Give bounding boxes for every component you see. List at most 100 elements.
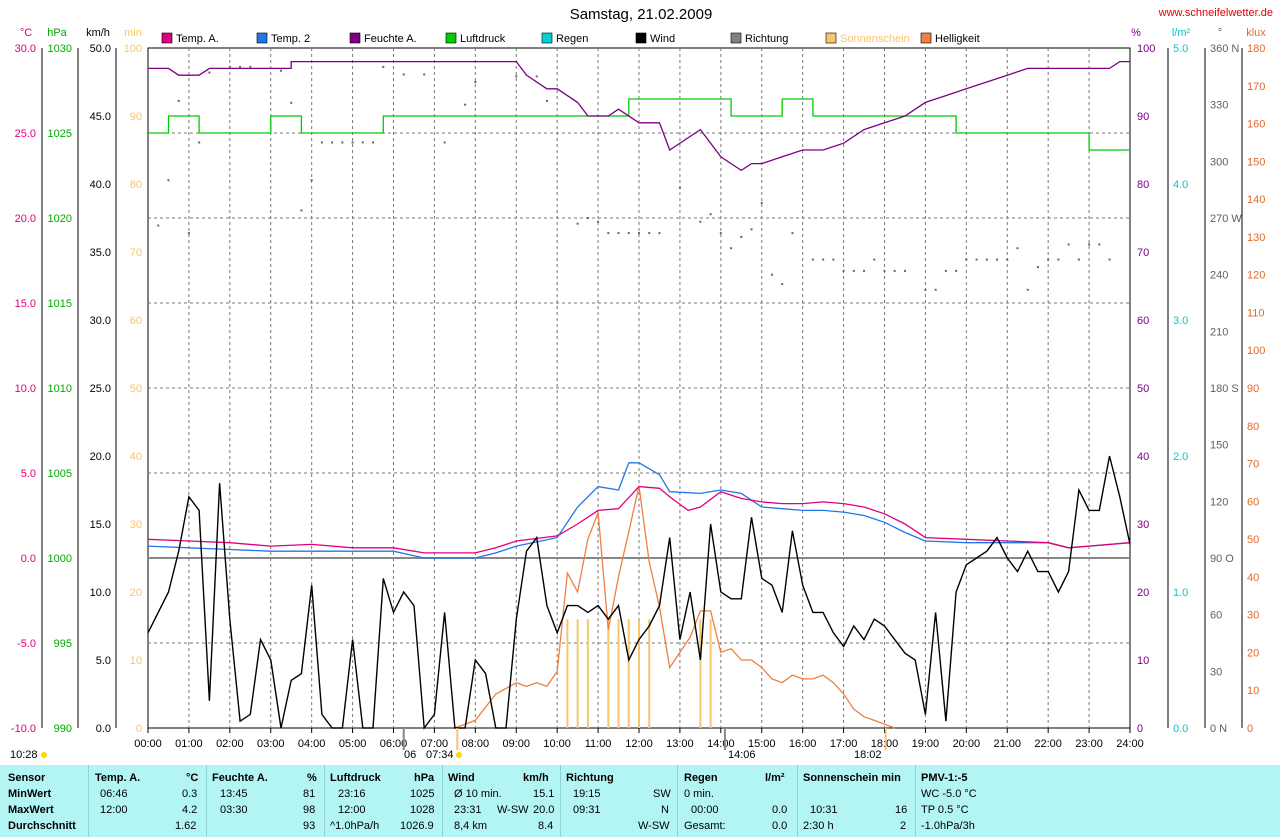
sunshine-max-time: 10:31: [810, 804, 838, 816]
pressure-min-value: 1025: [410, 788, 435, 800]
direction-dot: [1006, 258, 1009, 261]
pmv-pressure-trend: -1.0hPa/3h: [921, 820, 975, 832]
direction-dot: [832, 258, 835, 261]
pressure-max-value: 1028: [410, 804, 435, 816]
series-line-luftdruck: [148, 98, 1130, 151]
temp-axis-tick-label: 20.0: [15, 213, 36, 225]
direction-dot: [1088, 243, 1091, 246]
direction-dot: [1036, 266, 1039, 269]
legend-label-2: Feuchte A.: [364, 33, 417, 45]
pmv-dewpoint: TP 0.5 °C: [921, 804, 969, 816]
rain-axis-tick-label: 3.0: [1173, 315, 1188, 327]
wind-unit: km/h: [523, 772, 549, 784]
legend-swatch-1: [256, 32, 268, 44]
humidity-axis-tick-label: 0: [1137, 723, 1143, 735]
direction-dot: [965, 258, 968, 261]
direction-axis-tick-label: 180 S: [1210, 383, 1239, 395]
x-tick-label: 00:00: [134, 738, 162, 750]
direction-dot: [586, 217, 589, 219]
direction-header: Richtung: [566, 772, 614, 784]
lux-axis-tick-label: 170: [1247, 81, 1265, 93]
legend-swatch-8: [920, 32, 932, 44]
direction-dot: [187, 232, 190, 235]
direction-axis-tick-label: 360 N: [1210, 43, 1239, 55]
direction-dot: [1067, 243, 1070, 246]
humidity-axis-tick-label: 100: [1137, 43, 1155, 55]
sun-axis-tick-label: 80: [130, 179, 142, 191]
row-label-max: MaxWert: [8, 804, 54, 816]
direction-dot: [515, 75, 518, 78]
rain-axis-tick-label: 5.0: [1173, 43, 1188, 55]
direction-dot: [719, 232, 722, 235]
sunshine-count: 2: [900, 820, 907, 832]
direction-axis-tick-label: 120: [1210, 496, 1228, 508]
lux-axis-tick-label: 90: [1247, 383, 1259, 395]
direction-dot: [648, 232, 651, 235]
direction-dot: [883, 269, 886, 272]
sun-axis-tick-label: 70: [130, 247, 142, 259]
pressure-axis-tick-label: 990: [54, 723, 72, 735]
direction-dot: [607, 232, 610, 235]
lux-axis-tick-label: 150: [1247, 156, 1265, 168]
x-tick-label: 22:00: [1034, 738, 1062, 750]
legend-label-6: Richtung: [745, 33, 788, 45]
direction-dot: [310, 179, 313, 182]
x-tick-label: 23:00: [1075, 738, 1103, 750]
sensor-header: Sensor: [8, 772, 46, 784]
direction-average: W-SW: [638, 820, 670, 832]
direction-dot: [638, 232, 640, 235]
legend-label-3: Luftdruck: [460, 33, 506, 45]
direction-dot: [975, 258, 978, 261]
direction-dot: [1016, 247, 1019, 250]
lux-axis-tick-label: 50: [1247, 534, 1259, 546]
time-markers: 10:28 06 07:34 14:06 18:02: [10, 728, 887, 761]
legend-label-5: Wind: [650, 33, 675, 45]
wind-max-direction: W-SW: [497, 804, 529, 816]
direction-dot: [1047, 258, 1050, 261]
lux-axis-tick-label: 80: [1247, 421, 1259, 433]
x-tick-label: 12:00: [625, 738, 653, 750]
x-tick-label: 17:00: [830, 738, 858, 750]
row-label-min: MinWert: [8, 788, 52, 800]
website-label: www.schneifelwetter.de: [1158, 7, 1273, 19]
direction-dot: [944, 269, 947, 272]
direction-dot: [382, 65, 385, 68]
lux-axis-unit-label: klux: [1246, 27, 1266, 39]
sunset-label-a: 14:06: [728, 749, 756, 761]
sunshine-header: Sonnenschein min: [803, 772, 901, 784]
x-tick-label: 05:00: [339, 738, 367, 750]
temp-axis-tick-label: 30.0: [15, 43, 36, 55]
temp-axis-tick-label: -5.0: [17, 638, 36, 650]
grid: [147, 47, 1131, 729]
direction-dot: [770, 273, 773, 276]
wind-distance: 8,4 km: [454, 820, 488, 832]
pressure-axis-tick-label: 1030: [48, 43, 72, 55]
x-tick-label: 11:00: [585, 738, 612, 750]
direction-dot: [1098, 243, 1101, 246]
temp-max-time: 12:00: [100, 804, 128, 816]
wind-axis-tick-label: 25.0: [90, 383, 111, 395]
temp-axis-tick-label: 0.0: [21, 553, 36, 565]
temp-axis-tick-label: 15.0: [15, 298, 36, 310]
wind-axis-tick-label: 15.0: [90, 519, 111, 531]
x-tick-label: 03:00: [257, 738, 285, 750]
direction-dot: [699, 220, 702, 223]
direction-axis-tick-label: 270 W: [1210, 213, 1242, 225]
humidity-axis-tick-label: 50: [1137, 383, 1149, 395]
lux-axis-tick-label: 10: [1247, 685, 1259, 697]
direction-r2-time: 09:31: [573, 804, 601, 816]
humidity-axis-unit-label: %: [1131, 27, 1141, 39]
legend-swatch-2: [349, 32, 361, 44]
x-tick-label: 04:00: [298, 738, 326, 750]
lux-axis-tick-label: 40: [1247, 572, 1259, 584]
rain-duration: 0 min.: [684, 788, 714, 800]
direction-axis-tick-label: 240: [1210, 270, 1228, 282]
direction-dot: [924, 288, 927, 291]
wind-axis-tick-label: 5.0: [96, 655, 111, 667]
direction-dot: [811, 258, 814, 261]
legend-swatch-5: [635, 32, 647, 44]
direction-dot: [903, 269, 906, 272]
pressure-axis-tick-label: 1015: [48, 298, 72, 310]
direction-dot: [985, 258, 988, 261]
direction-dot: [893, 269, 896, 272]
